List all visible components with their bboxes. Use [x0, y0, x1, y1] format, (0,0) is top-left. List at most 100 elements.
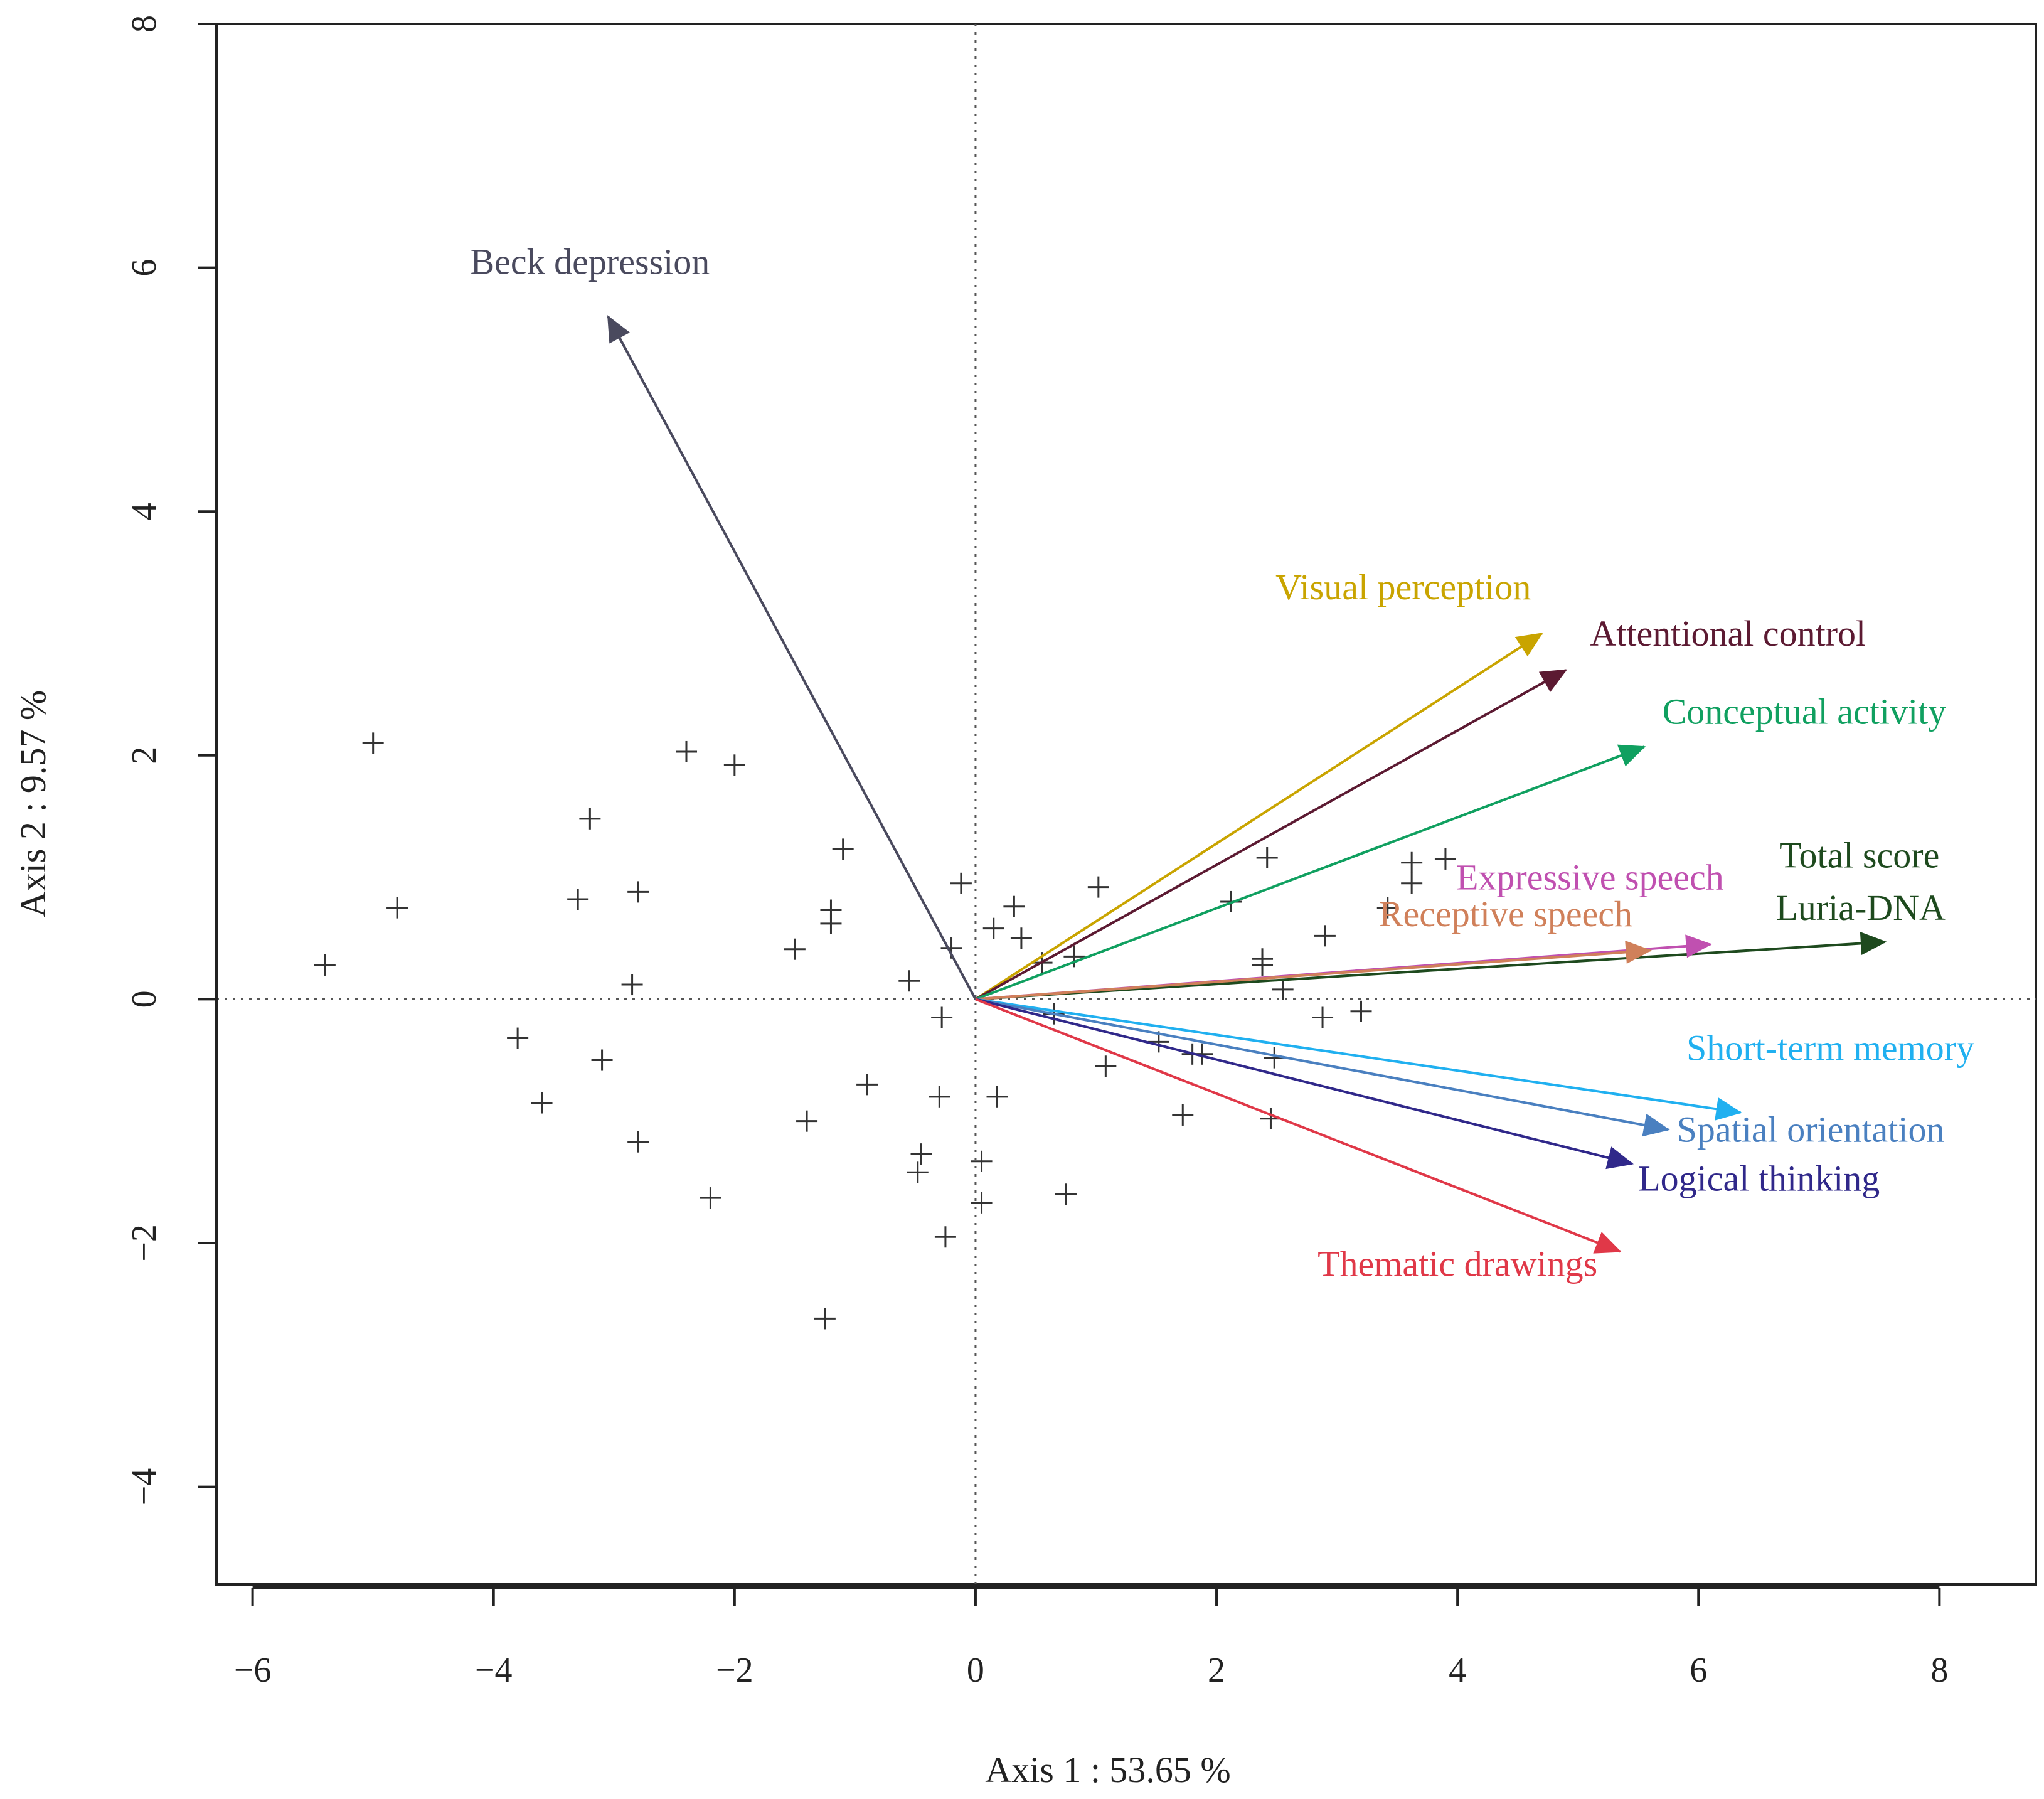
- vector-arrow: Attentional control: [974, 613, 1866, 1001]
- vectors-layer: Beck depression Visual perception Attentio…: [470, 241, 1974, 1284]
- data-point: [986, 1086, 1008, 1108]
- data-point: [1063, 946, 1085, 968]
- vector-label: Beck depression: [470, 241, 710, 282]
- data-point: [1401, 872, 1423, 894]
- vector-arrow: Spatial orientation: [975, 998, 1945, 1150]
- vector-label: Logical thinking: [1638, 1158, 1880, 1198]
- vector-label: Spatial orientation: [1677, 1109, 1945, 1150]
- y-tick-label: 8: [125, 15, 164, 33]
- data-point: [314, 954, 336, 976]
- vector-arrowhead: [1860, 932, 1887, 956]
- data-point: [1095, 1055, 1117, 1077]
- data-point: [784, 938, 806, 960]
- vector-arrowhead: [1605, 1146, 1634, 1170]
- data-point: [362, 732, 384, 754]
- y-axis: −4 −2 0 2 4 6 8: [125, 15, 218, 1506]
- vector-arrow: Total score: [975, 835, 1939, 1001]
- data-point: [796, 1110, 818, 1132]
- vector-label: Short-term memory: [1686, 1028, 1974, 1069]
- data-point: [898, 970, 920, 992]
- vector-arrowhead: [1514, 633, 1543, 657]
- data-point: [934, 1226, 956, 1248]
- data-point: [856, 1074, 878, 1096]
- y-axis-title: Axis 2 : 9.57 %: [13, 690, 53, 918]
- data-point: [820, 912, 842, 934]
- vector-label: Conceptual activity: [1663, 691, 1947, 732]
- data-point: [1314, 925, 1336, 947]
- x-tick-label: 6: [1690, 1651, 1707, 1690]
- data-point: [627, 1131, 649, 1153]
- y-tick-label: 4: [125, 503, 164, 520]
- data-point: [627, 881, 649, 903]
- data-point: [591, 1049, 613, 1071]
- data-point: [1312, 1006, 1334, 1028]
- data-point: [910, 1143, 932, 1165]
- data-point: [567, 889, 589, 910]
- vector-arrow: Receptive speech: [975, 894, 1652, 1001]
- data-point: [931, 1006, 953, 1028]
- vector-arrowhead: [607, 315, 630, 344]
- data-point: [814, 1308, 836, 1330]
- y-tick-label: 6: [125, 259, 164, 277]
- vector-label: Attentional control: [1590, 613, 1866, 654]
- x-tick-label: 8: [1930, 1651, 1948, 1690]
- data-point: [1055, 1183, 1077, 1205]
- data-point: [676, 740, 698, 762]
- data-point: [1010, 927, 1032, 949]
- data-point: [971, 1150, 993, 1172]
- vector-arrowhead: [1715, 1097, 1742, 1121]
- y-tick-label: −2: [125, 1224, 164, 1262]
- y-tick-label: 2: [125, 747, 164, 764]
- vector-arrowhead: [1642, 1113, 1670, 1137]
- data-point: [929, 1086, 950, 1108]
- x-axis: −6 −4 −2 0 2 4 6 8: [234, 1586, 1948, 1690]
- y-tick-label: 0: [125, 990, 164, 1008]
- x-tick-label: −2: [716, 1651, 753, 1690]
- vector-label: Luria-DNA: [1775, 887, 1946, 928]
- vector-arrowhead: [1625, 940, 1652, 964]
- data-point: [700, 1187, 721, 1209]
- data-point: [1401, 851, 1423, 873]
- vector-arrow: Short-term memory: [975, 998, 1974, 1121]
- data-point: [386, 897, 408, 919]
- data-point: [579, 808, 601, 830]
- vector-arrow: Visual perception: [974, 567, 1543, 1001]
- points-layer: [314, 732, 1456, 1330]
- vector-arrowhead: [1685, 934, 1712, 958]
- data-point: [1350, 1000, 1372, 1022]
- vector-label: Visual perception: [1275, 567, 1531, 607]
- x-tick-label: −6: [234, 1651, 272, 1690]
- data-point: [621, 974, 643, 996]
- vector-label: Thematic drawings: [1317, 1243, 1597, 1284]
- x-tick-label: 2: [1208, 1651, 1225, 1690]
- data-point: [1172, 1104, 1194, 1126]
- vector-arrowhead: [1617, 744, 1646, 767]
- x-axis-title: Axis 1 : 53.65 %: [985, 1749, 1231, 1790]
- data-point: [1087, 876, 1109, 898]
- data-point: [1256, 846, 1278, 868]
- vector-arrowhead: [1593, 1232, 1622, 1254]
- data-point: [1434, 848, 1456, 870]
- x-tick-label: 4: [1449, 1651, 1466, 1690]
- vector-arrow: Logical thinking: [975, 998, 1880, 1198]
- data-point: [950, 872, 972, 894]
- data-point: [723, 754, 745, 776]
- vector-arrow: Conceptual activity: [975, 691, 1947, 1001]
- vector-label: Expressive speech: [1456, 857, 1724, 898]
- vector-arrow: Luria-DNA: [1775, 887, 1946, 928]
- data-point: [907, 1161, 929, 1183]
- data-point: [1003, 895, 1025, 917]
- y-tick-label: −4: [125, 1468, 164, 1506]
- vector-arrow: Thematic drawings: [975, 998, 1622, 1284]
- data-point: [1272, 978, 1294, 1000]
- data-point: [1376, 897, 1398, 919]
- data-point: [971, 1192, 993, 1214]
- data-point: [1252, 954, 1274, 976]
- data-point: [832, 838, 854, 860]
- data-point: [531, 1092, 553, 1114]
- vector-label: Receptive speech: [1379, 894, 1632, 934]
- data-point: [982, 917, 1004, 939]
- vector-arrowhead: [1538, 669, 1568, 692]
- x-tick-label: 0: [967, 1651, 984, 1690]
